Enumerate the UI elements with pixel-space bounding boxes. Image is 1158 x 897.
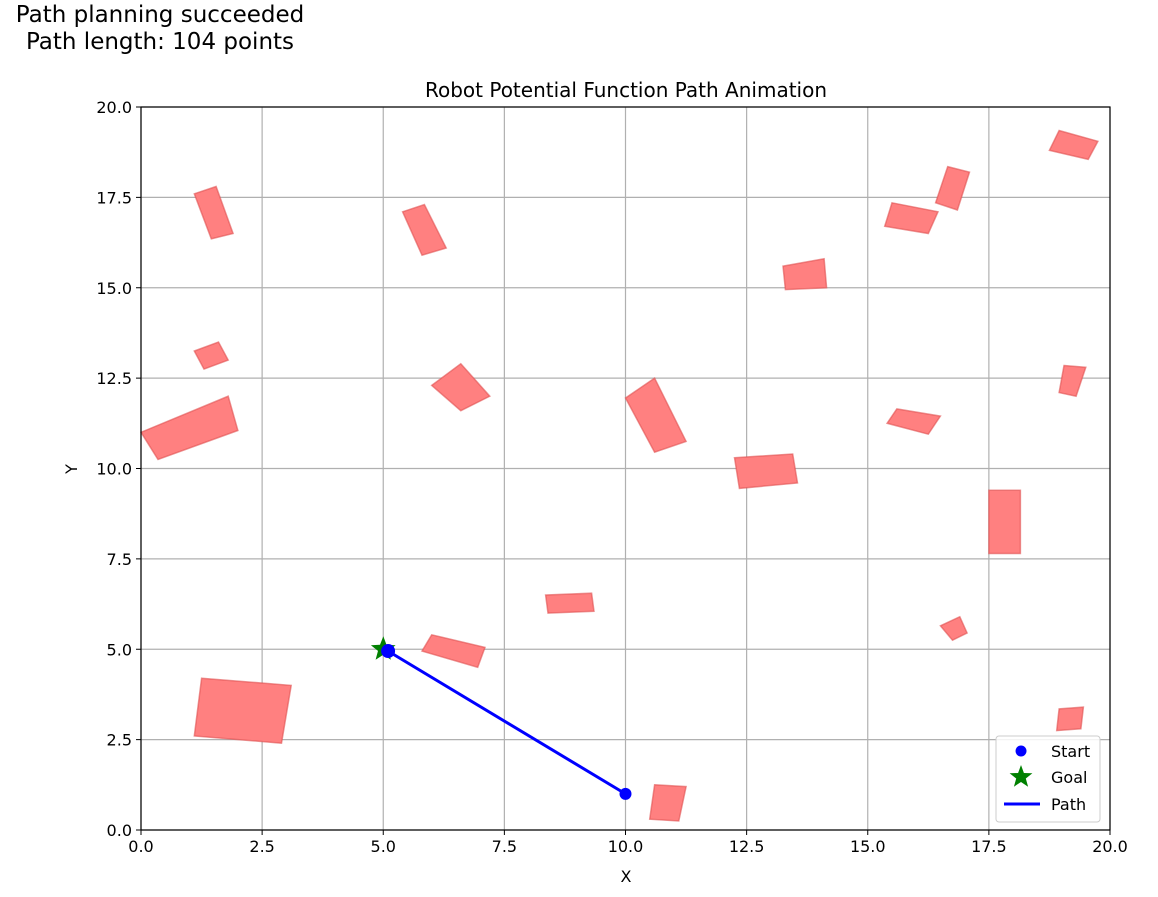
start-marker	[619, 787, 632, 800]
obstacle	[430, 362, 492, 412]
chart-title: Robot Potential Function Path Animation	[425, 78, 827, 102]
obstacle	[885, 408, 942, 436]
axis-ticks: 0.0 2.5 5.0 7.5 10.0 12.5 15.0 17.5 20.0 0.0 2.5 5.…	[96, 98, 1127, 856]
y-tick-label: 2.5	[107, 731, 132, 750]
y-tick-label: 7.5	[107, 550, 132, 569]
x-tick-label: 5.0	[371, 837, 396, 856]
x-tick-label: 20.0	[1092, 837, 1128, 856]
obstacle	[939, 615, 969, 642]
legend-start-marker	[1015, 745, 1027, 757]
y-axis-label: Y	[62, 464, 81, 475]
obstacle	[934, 165, 971, 211]
path-line	[387, 649, 627, 796]
legend-box	[995, 735, 1101, 823]
legend-start-label: Start	[1051, 742, 1090, 761]
x-tick-label: 10.0	[608, 837, 644, 856]
path-layer	[370, 636, 632, 800]
x-tick-label: 0.0	[128, 837, 153, 856]
x-tick-label: 15.0	[850, 837, 886, 856]
status-message: Path planning succeeded Path length: 104…	[0, 2, 320, 56]
obstacle	[624, 376, 688, 454]
obstacle	[420, 633, 486, 669]
y-tick-label: 10.0	[96, 460, 132, 479]
legend: Start Goal Path	[995, 735, 1101, 823]
obstacle	[139, 395, 239, 461]
obstacle	[988, 489, 1022, 555]
obstacle	[193, 341, 230, 371]
obstacle	[1058, 364, 1087, 398]
legend-goal-label: Goal	[1051, 768, 1087, 787]
obstacle	[544, 592, 595, 614]
y-tick-label: 0.0	[107, 821, 132, 840]
obstacle	[1048, 129, 1100, 161]
obstacle	[1055, 706, 1085, 732]
obstacle	[648, 784, 688, 822]
x-tick-label: 2.5	[249, 837, 274, 856]
x-tick-label: 12.5	[729, 837, 765, 856]
x-tick-label: 7.5	[492, 837, 517, 856]
obstacle	[401, 203, 448, 257]
obstacle	[193, 677, 293, 745]
status-line-result: Path planning succeeded	[15, 2, 305, 28]
legend-goal-marker	[1009, 765, 1033, 787]
obstacles	[139, 129, 1100, 822]
x-tick-label: 17.5	[971, 837, 1007, 856]
y-tick-label: 5.0	[107, 640, 132, 659]
grid	[140, 106, 1111, 831]
status-line-path-length: Path length: 104 points	[25, 29, 295, 55]
obstacle	[883, 201, 940, 235]
y-tick-label: 17.5	[96, 188, 132, 207]
y-tick-label: 20.0	[96, 98, 132, 117]
obstacle	[782, 257, 828, 291]
y-tick-label: 12.5	[96, 369, 132, 388]
obstacle	[733, 453, 799, 490]
legend-path-label: Path	[1051, 795, 1086, 814]
obstacle	[193, 185, 235, 240]
x-axis-label: X	[621, 867, 632, 886]
y-tick-label: 15.0	[96, 279, 132, 298]
robot-position-marker	[381, 644, 396, 659]
